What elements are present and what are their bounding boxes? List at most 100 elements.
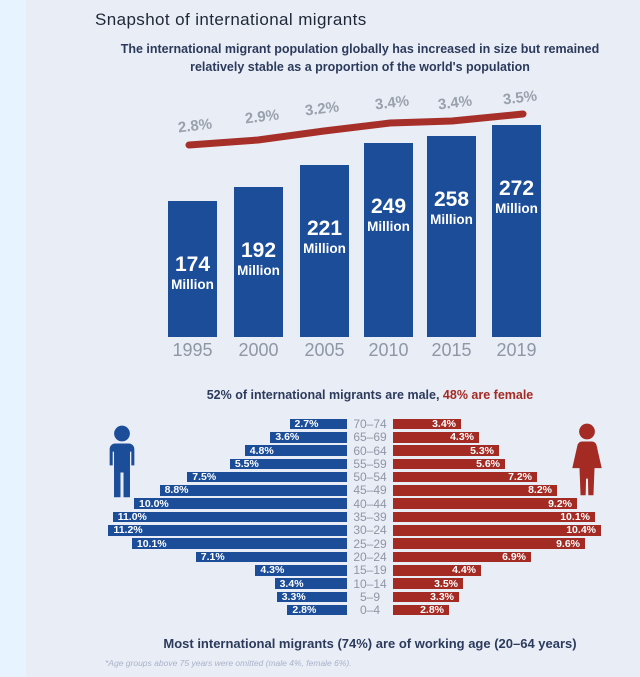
- male-cell: 11.2%: [0, 525, 347, 536]
- age-group-label: 40–44: [353, 496, 387, 511]
- year-axis-label: 2000: [238, 340, 279, 360]
- female-bar: 4.4%: [393, 564, 481, 577]
- male-value-label: 4.3%: [260, 564, 285, 577]
- woman-icon: [572, 423, 602, 496]
- male-value-label: 2.8%: [292, 604, 317, 617]
- male-cell: 2.8%: [0, 604, 347, 617]
- age-group-label: 70–74: [353, 417, 387, 431]
- female-value-label: 4.4%: [452, 564, 476, 577]
- pyramid-row-45–49: 8.8% 45–49 8.2%: [0, 483, 640, 498]
- female-value-label: 3.3%: [430, 590, 454, 603]
- bar-value-label: 192: [240, 239, 277, 262]
- male-cell: 3.3%: [0, 590, 347, 603]
- male-cell: 11.0%: [0, 511, 347, 523]
- male-cell: 10.0%: [0, 497, 347, 510]
- male-bar: 3.3%: [276, 590, 347, 603]
- female-value-label: 5.6%: [476, 457, 500, 470]
- female-value-label: 3.4%: [432, 418, 456, 430]
- female-bar: 7.2%: [393, 471, 537, 483]
- male-cell: 8.8%: [0, 485, 347, 496]
- male-value-label: 7.5%: [192, 471, 217, 484]
- age-group-label: 25–29: [353, 536, 387, 551]
- bar-unit-label: Million: [171, 277, 214, 292]
- male-value-label: 5.5%: [234, 457, 259, 470]
- male-value-label: 3.3%: [281, 590, 306, 603]
- year-bar-2005: 221 Million: [300, 165, 349, 337]
- age-group-label: 35–39: [353, 510, 387, 525]
- age-group-label: 15–19: [353, 563, 387, 578]
- pyramid-row-0–4: 2.8% 0–4 2.8%: [0, 603, 640, 618]
- man-icon: [109, 425, 135, 498]
- female-cell: 5.3%: [393, 445, 640, 456]
- bar-unit-label: Million: [303, 241, 346, 256]
- female-bar: 5.6%: [393, 457, 505, 470]
- pyramid-row-65–69: 3.6% 65–69 4.3%: [0, 430, 640, 444]
- female-value-label: 9.6%: [556, 537, 580, 550]
- female-cell: 7.2%: [393, 471, 640, 483]
- bar-unit-label: Million: [237, 263, 280, 278]
- female-value-label: 10.1%: [560, 511, 590, 524]
- female-cell: 4.3%: [393, 432, 640, 443]
- female-cell: 9.2%: [393, 498, 640, 510]
- female-bar: 3.4%: [393, 418, 461, 430]
- male-cell: 7.5%: [0, 471, 347, 484]
- male-bar: 4.3%: [255, 564, 347, 577]
- female-cell: 9.6%: [393, 538, 640, 549]
- male-share-text: 52% of international migrants are male,: [206, 388, 443, 402]
- pyramid-row-15–19: 4.3% 15–19 4.4%: [0, 563, 640, 578]
- female-value-label: 4.3%: [450, 431, 474, 444]
- female-bar: 2.8%: [393, 604, 449, 616]
- female-cell: 4.4%: [393, 564, 640, 577]
- male-bar: 3.6%: [270, 432, 347, 443]
- age-group-label: 55–59: [353, 456, 387, 471]
- age-group-label: 45–49: [353, 483, 387, 498]
- male-value-label: 10.0%: [139, 497, 169, 510]
- migrant-bar-chart: 174 Million 1995 192 Million 2000 221 Million 20…: [168, 87, 541, 360]
- female-bar: 3.5%: [393, 578, 463, 589]
- male-cell: 3.4%: [0, 578, 347, 589]
- pyramid-row-55–59: 5.5% 55–59 5.6%: [0, 456, 640, 471]
- population-pyramid: 2.7% 70–74 3.4% 3.6% 65–69 4.3% 4.8% 60–64 5.3% 5…: [0, 417, 640, 618]
- female-value-label: 3.5%: [434, 577, 458, 590]
- female-cell: 2.8%: [393, 604, 640, 616]
- year-axis-label: 2005: [304, 340, 345, 360]
- male-bar: 11.2%: [108, 525, 347, 536]
- female-bar: 3.3%: [393, 590, 459, 603]
- age-group-label: 0–4: [359, 603, 381, 618]
- bar-value-label: 174: [174, 253, 211, 276]
- year-axis-label: 1995: [172, 340, 213, 360]
- subtitle-line2: relatively stable as a proportion of the…: [190, 60, 530, 74]
- working-age-caption: Most international migrants (74%) are of…: [163, 636, 577, 651]
- female-cell: 3.5%: [393, 578, 640, 589]
- bar-value-label: 258: [433, 188, 470, 211]
- female-bar: 6.9%: [393, 551, 531, 563]
- female-bar: 9.2%: [393, 498, 577, 510]
- pyramid-row-70–74: 2.7% 70–74 3.4%: [0, 417, 640, 431]
- male-value-label: 7.1%: [200, 550, 225, 563]
- male-bar: 7.1%: [195, 550, 347, 563]
- pyramid-row-5–9: 3.3% 5–9 3.3%: [0, 589, 640, 604]
- female-bar: 4.3%: [393, 432, 479, 443]
- age-group-label: 20–24: [353, 549, 387, 564]
- pyramid-row-50–54: 7.5% 50–54 7.2%: [0, 470, 640, 484]
- female-cell: 10.1%: [393, 511, 640, 524]
- male-cell: 10.1%: [0, 538, 347, 549]
- male-cell: 3.6%: [0, 432, 347, 443]
- female-bar: 8.2%: [393, 485, 557, 496]
- male-value-label: 4.8%: [249, 444, 274, 457]
- female-value-label: 5.3%: [470, 444, 494, 457]
- age-group-label: 60–64: [353, 443, 387, 458]
- female-cell: 10.4%: [393, 525, 640, 536]
- bar-value-label: 272: [498, 177, 535, 200]
- subtitle-line1: The international migrant population glo…: [120, 42, 600, 56]
- pyramid-row-60–64: 4.8% 60–64 5.3%: [0, 443, 640, 458]
- male-value-label: 11.2%: [113, 524, 143, 537]
- age-group-label: 5–9: [359, 589, 381, 604]
- bar-unit-label: Million: [430, 212, 473, 227]
- male-value-label: 10.1%: [136, 537, 167, 550]
- footnote: *Age groups above 75 years were omitted …: [105, 658, 352, 668]
- world-share-trend-line: [185, 110, 527, 149]
- male-bar: 10.1%: [131, 537, 347, 550]
- year-axis-label: 2019: [496, 340, 537, 360]
- male-bar: 7.5%: [187, 471, 347, 484]
